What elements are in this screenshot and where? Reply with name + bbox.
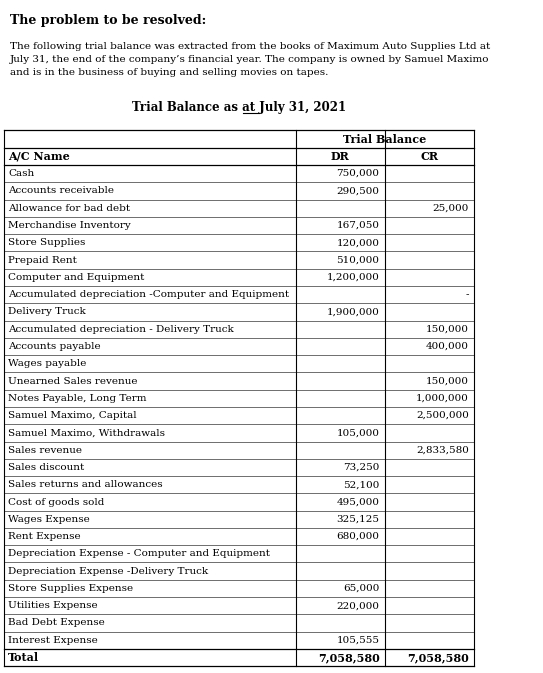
Text: Store Supplies Expense: Store Supplies Expense <box>8 584 133 593</box>
Text: 105,555: 105,555 <box>336 636 380 645</box>
Text: The problem to be resolved:: The problem to be resolved: <box>10 14 206 27</box>
Text: 105,000: 105,000 <box>336 429 380 437</box>
Text: Wages payable: Wages payable <box>8 359 86 368</box>
Text: -: - <box>465 290 469 299</box>
Text: 680,000: 680,000 <box>336 532 380 541</box>
Text: Sales discount: Sales discount <box>8 463 84 472</box>
Text: Accumulated depreciation - Delivery Truck: Accumulated depreciation - Delivery Truc… <box>8 324 233 334</box>
Text: Unearned Sales revenue: Unearned Sales revenue <box>8 376 137 386</box>
Text: Depreciation Expense - Computer and Equipment: Depreciation Expense - Computer and Equi… <box>8 549 270 559</box>
Text: 1,200,000: 1,200,000 <box>326 273 380 282</box>
Text: Allowance for bad debt: Allowance for bad debt <box>8 204 130 213</box>
Text: Utilities Expense: Utilities Expense <box>8 601 98 610</box>
Text: 2,500,000: 2,500,000 <box>416 411 469 420</box>
Text: 73,250: 73,250 <box>343 463 380 472</box>
Text: 65,000: 65,000 <box>343 584 380 593</box>
Text: 52,100: 52,100 <box>343 481 380 489</box>
Text: Sales returns and allowances: Sales returns and allowances <box>8 481 162 489</box>
Text: 150,000: 150,000 <box>426 324 469 334</box>
Text: 220,000: 220,000 <box>336 601 380 610</box>
Text: Trial Balance as at July 31, 2021: Trial Balance as at July 31, 2021 <box>132 100 346 114</box>
Text: Interest Expense: Interest Expense <box>8 636 98 645</box>
Text: 290,500: 290,500 <box>336 186 380 195</box>
Text: Trial Balance: Trial Balance <box>343 134 427 145</box>
Text: 167,050: 167,050 <box>336 221 380 230</box>
Text: DR: DR <box>331 151 350 162</box>
Text: Total: Total <box>8 652 39 663</box>
Text: Delivery Truck: Delivery Truck <box>8 308 86 316</box>
Text: 7,058,580: 7,058,580 <box>318 652 380 663</box>
Text: 750,000: 750,000 <box>336 169 380 178</box>
Text: Accumulated depreciation -Computer and Equipment: Accumulated depreciation -Computer and E… <box>8 290 289 299</box>
Text: CR: CR <box>421 151 439 162</box>
Text: Accounts receivable: Accounts receivable <box>8 186 114 195</box>
Text: 150,000: 150,000 <box>426 376 469 386</box>
Text: 120,000: 120,000 <box>336 238 380 247</box>
Text: Rent Expense: Rent Expense <box>8 532 80 541</box>
Text: 495,000: 495,000 <box>336 497 380 507</box>
Text: Wages Expense: Wages Expense <box>8 515 90 524</box>
Text: 510,000: 510,000 <box>336 256 380 264</box>
Text: Cost of goods sold: Cost of goods sold <box>8 497 104 507</box>
Text: 400,000: 400,000 <box>426 342 469 351</box>
Text: Store Supplies: Store Supplies <box>8 238 85 247</box>
Text: Sales revenue: Sales revenue <box>8 446 82 455</box>
Text: Samuel Maximo, Withdrawals: Samuel Maximo, Withdrawals <box>8 429 165 437</box>
Text: Prepaid Rent: Prepaid Rent <box>8 256 77 264</box>
Text: Depreciation Expense -Delivery Truck: Depreciation Expense -Delivery Truck <box>8 567 208 575</box>
Text: 1,900,000: 1,900,000 <box>326 308 380 316</box>
Text: Bad Debt Expense: Bad Debt Expense <box>8 618 105 627</box>
Text: 7,058,580: 7,058,580 <box>407 652 469 663</box>
Text: 2,833,580: 2,833,580 <box>416 446 469 455</box>
Text: Computer and Equipment: Computer and Equipment <box>8 273 144 282</box>
Text: Accounts payable: Accounts payable <box>8 342 100 351</box>
Text: Samuel Maximo, Capital: Samuel Maximo, Capital <box>8 411 136 420</box>
Text: 25,000: 25,000 <box>432 204 469 213</box>
Text: Notes Payable, Long Term: Notes Payable, Long Term <box>8 394 147 403</box>
Text: The following trial balance was extracted from the books of Maximum Auto Supplie: The following trial balance was extracte… <box>10 42 490 77</box>
Text: 1,000,000: 1,000,000 <box>416 394 469 403</box>
Text: Merchandise Inventory: Merchandise Inventory <box>8 221 131 230</box>
Text: Cash: Cash <box>8 169 34 178</box>
Text: 325,125: 325,125 <box>336 515 380 524</box>
Text: A/C Name: A/C Name <box>8 151 70 162</box>
